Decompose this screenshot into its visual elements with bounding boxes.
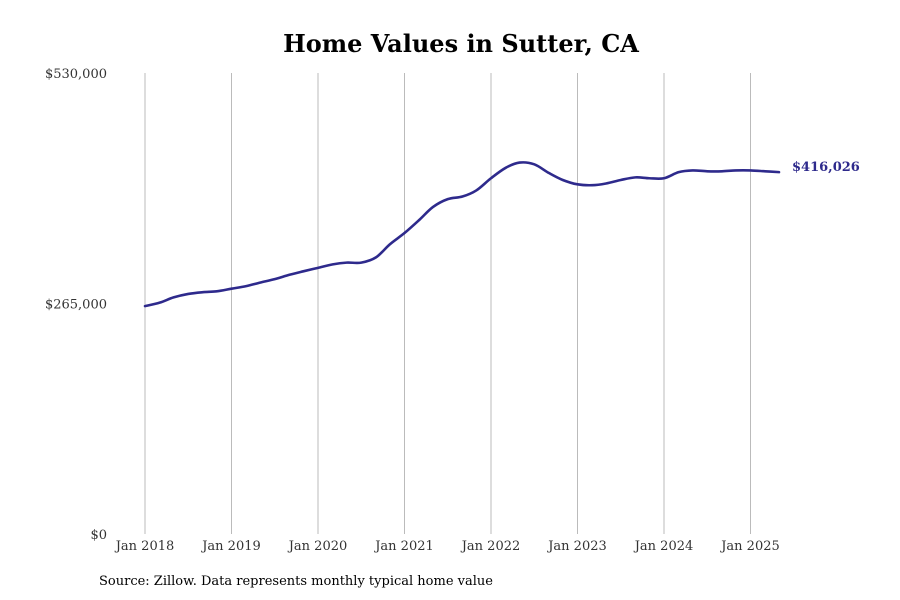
- gridlines: [144, 73, 751, 534]
- y-axis-ticks: $0 $265,000 $530,000: [45, 67, 107, 543]
- x-tick-label: Jan 2018: [114, 539, 175, 554]
- x-tick-label: Jan 2022: [460, 539, 521, 554]
- x-axis-ticks: Jan 2018 Jan 2019 Jan 2020 Jan 2021 Jan 2022…: [114, 539, 780, 554]
- x-tick-label: Jan 2023: [546, 539, 607, 554]
- y-tick-label: $530,000: [45, 67, 107, 82]
- series-line-home-value: [143, 161, 781, 308]
- chart-title: Home Values in Sutter, CA: [283, 29, 639, 58]
- y-tick-label: $265,000: [45, 298, 107, 313]
- x-tick-label: Jan 2024: [633, 539, 694, 554]
- x-tick-label: Jan 2019: [200, 539, 261, 554]
- source-note: Source: Zillow. Data represents monthly …: [99, 574, 493, 589]
- x-tick-label: Jan 2020: [287, 539, 348, 554]
- y-tick-label: $0: [90, 528, 107, 543]
- x-tick-label: Jan 2021: [373, 539, 434, 554]
- x-tick-label: Jan 2025: [719, 539, 780, 554]
- end-value-label: $416,026: [792, 160, 860, 175]
